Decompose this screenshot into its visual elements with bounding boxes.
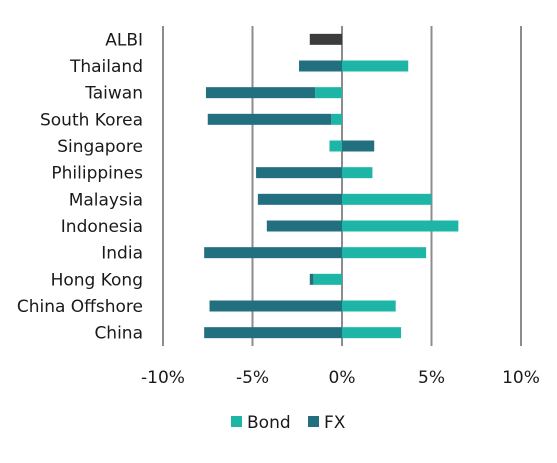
x-tick-label: 5%: [418, 368, 445, 388]
category-label: Indonesia: [61, 217, 143, 237]
bar-fx-singapore: [342, 140, 375, 152]
category-label: Malaysia: [69, 190, 143, 210]
category-label: Hong Kong: [51, 270, 143, 290]
category-label: India: [101, 244, 143, 264]
bar-bond-indonesia: [342, 220, 459, 232]
x-tick-label: -5%: [236, 368, 269, 388]
bar-fx-indonesia: [266, 220, 342, 232]
bars: [204, 33, 459, 339]
x-axis-ticks: -10% -5% 0% 5% 10%: [141, 368, 540, 388]
bar-bond-south-korea: [331, 113, 342, 125]
legend-label-bond: Bond: [247, 413, 291, 433]
bar-total-albi: [309, 33, 342, 45]
category-label: Philippines: [51, 164, 143, 184]
x-tick-label: 10%: [502, 368, 540, 388]
bar-bond-malaysia: [342, 193, 432, 205]
bar-bond-philippines: [342, 167, 373, 179]
category-label: Taiwan: [84, 84, 143, 104]
legend-swatch-bond: [231, 416, 242, 427]
x-tick-label: -10%: [141, 368, 185, 388]
bar-fx-china: [204, 327, 342, 339]
bar-bond-china-offshore: [342, 300, 396, 312]
category-label: South Korea: [40, 110, 143, 130]
bar-bond-taiwan: [315, 87, 342, 99]
category-label: China Offshore: [17, 297, 143, 317]
bar-fx-malaysia: [257, 193, 342, 205]
bar-fx-china-offshore: [209, 300, 342, 312]
bar-bond-china: [342, 327, 402, 339]
category-labels: ALBI Thailand Taiwan South Korea Singapore Ph…: [17, 30, 143, 343]
bar-fx-thailand: [299, 60, 342, 72]
category-label: Thailand: [69, 57, 143, 77]
bar-fx-hong-kong: [309, 273, 314, 285]
bar-bond-india: [342, 247, 427, 259]
category-label: ALBI: [105, 30, 143, 50]
grid-lines: [162, 26, 522, 346]
bar-fx-india: [204, 247, 342, 259]
category-label: Singapore: [57, 137, 143, 157]
category-label: China: [94, 324, 143, 344]
bar-fx-taiwan: [205, 87, 316, 99]
legend: Bond FX: [231, 413, 346, 433]
bar-bond-singapore: [329, 140, 342, 152]
bar-bond-thailand: [342, 60, 409, 72]
x-tick-label: 0%: [329, 368, 356, 388]
legend-swatch-fx: [308, 416, 319, 427]
bar-fx-south-korea: [207, 113, 332, 125]
legend-label-fx: FX: [324, 413, 346, 433]
bar-fx-philippines: [256, 167, 342, 179]
bar-bond-hong-kong: [313, 273, 342, 285]
